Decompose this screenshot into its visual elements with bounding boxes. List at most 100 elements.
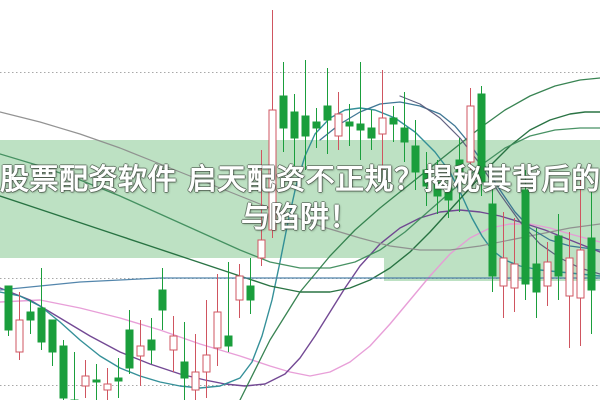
candlestick-11[interactable] [125,310,134,374]
candlestick-49[interactable] [543,242,552,306]
candle-body-2 [26,311,35,321]
candlestick-45[interactable] [499,212,508,318]
candlestick-16[interactable] [180,322,189,400]
candlestick-30[interactable] [334,92,343,150]
candle-body-29 [323,105,332,121]
candlestick-38[interactable] [422,152,431,206]
candle-body-11 [125,329,134,369]
candle-body-13 [147,339,156,351]
candlestick-26[interactable] [290,94,299,166]
candlestick-17[interactable] [191,334,200,400]
candlestick-35[interactable] [389,106,398,142]
candle-body-28 [312,121,321,129]
candle-body-0 [4,285,13,331]
candle-body-36 [400,127,409,143]
candle-body-24 [268,109,277,231]
candle-body-39 [433,181,442,197]
candle-body-46 [510,263,519,289]
candle-body-31 [345,121,354,127]
candle-body-43 [477,93,486,183]
candlestick-25[interactable] [279,62,288,152]
candlestick-32[interactable] [356,62,365,160]
candlestick-21[interactable] [235,264,244,318]
candle-body-10 [114,377,123,382]
candle-body-38 [422,169,431,187]
candlestick-40[interactable] [444,166,453,218]
candlestick-47[interactable] [521,170,530,300]
candle-body-49 [543,261,552,287]
candlestick-20[interactable] [224,262,233,352]
candlestick-51[interactable] [565,232,574,348]
candlestick-33[interactable] [367,110,376,150]
candlestick-22[interactable] [246,258,255,314]
candle-body-40 [444,187,453,201]
candlestick-48[interactable] [532,228,541,318]
candle-body-17 [191,371,200,391]
candle-body-14 [158,289,167,311]
candle-body-25 [279,95,288,129]
candle-body-3 [37,307,46,343]
candlestick-7[interactable] [81,360,90,398]
candle-body-7 [81,375,90,387]
candlestick-5[interactable] [59,340,68,400]
candlestick-15[interactable] [169,316,178,372]
candle-body-23 [257,239,266,259]
candlestick-3[interactable] [37,268,46,350]
candlestick-52[interactable] [576,176,585,346]
candlestick-1[interactable] [15,292,24,360]
candlestick-6[interactable] [70,352,79,400]
candle-body-47 [521,189,530,285]
candle-body-51 [565,257,574,297]
candlestick-8[interactable] [92,364,101,400]
candlestick-53[interactable] [587,192,596,334]
candlestick-24[interactable] [268,10,277,238]
candle-body-41 [455,159,464,185]
candle-body-53 [587,237,596,291]
band-layer [0,140,600,281]
candlestick-0[interactable] [4,285,13,336]
candlestick-43[interactable] [477,86,486,196]
candle-body-48 [532,263,541,293]
candlestick-4[interactable] [48,319,57,366]
candle-body-44 [488,203,497,277]
candle-body-22 [246,285,255,301]
candle-body-52 [576,249,585,299]
candlestick-2[interactable] [26,300,35,334]
candlestick-10[interactable] [114,358,123,398]
candlestick-12[interactable] [136,320,145,386]
candlestick-13[interactable] [147,318,156,364]
candlestick-9[interactable] [103,368,112,400]
candlestick-19[interactable] [213,274,222,366]
candlestick-46[interactable] [510,218,519,312]
candle-body-1 [15,319,24,353]
candlestick-37[interactable] [411,120,420,190]
candlestick-39[interactable] [433,160,442,214]
candlestick-28[interactable] [312,108,321,148]
candlestick-29[interactable] [323,68,332,154]
candlestick-14[interactable] [158,268,167,330]
ma-line-ma-midgreen [0,127,600,269]
candlestick-27[interactable] [301,60,310,170]
candle-body-26 [290,111,299,139]
candle-body-42 [466,105,475,163]
candle-body-15 [169,335,178,351]
candle-body-18 [202,354,211,373]
candle-body-27 [301,115,310,137]
candle-body-16 [180,361,189,379]
candlestick-31[interactable] [345,104,354,146]
candle-body-12 [136,345,145,357]
candlestick-42[interactable] [466,88,475,186]
upper-green-band [0,140,600,258]
candlestick-50[interactable] [554,214,563,300]
candlestick-44[interactable] [488,176,497,292]
candle-body-37 [411,145,420,173]
candlestick-36[interactable] [400,92,409,162]
candle-body-34 [378,117,387,135]
candlestick-34[interactable] [378,70,387,170]
candle-body-45 [499,257,508,287]
candlestick-41[interactable] [455,138,464,212]
candlestick-18[interactable] [202,300,211,398]
candlestick-23[interactable] [257,150,266,266]
